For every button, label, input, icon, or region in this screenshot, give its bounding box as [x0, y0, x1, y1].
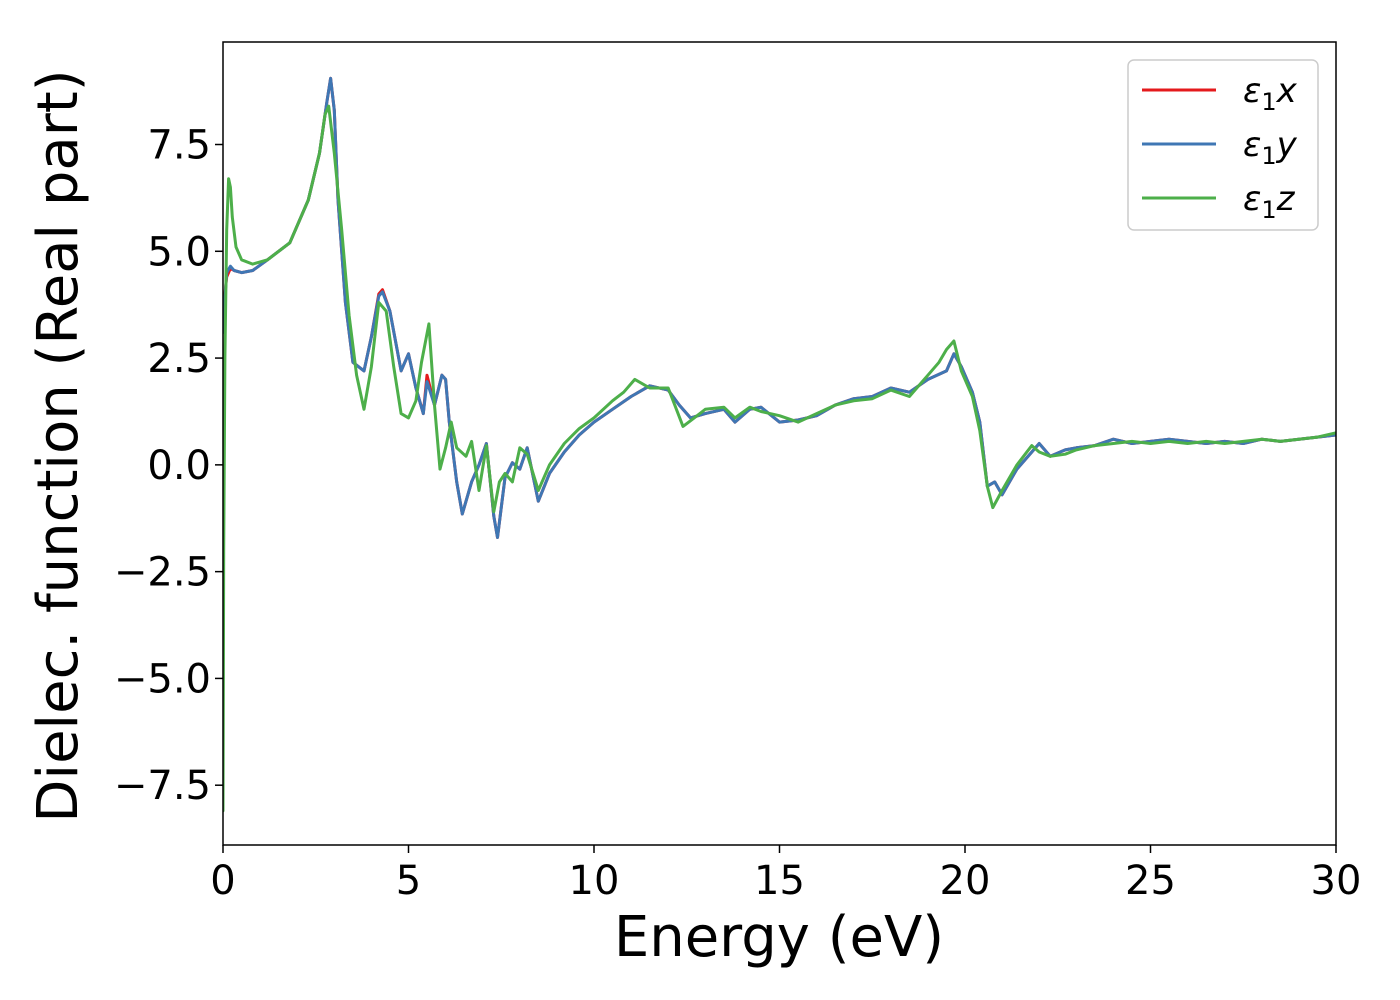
x-tick-label: 15: [754, 858, 805, 904]
x-tick-label: 30: [1311, 858, 1362, 904]
x-axis-label: Energy (eV): [614, 905, 944, 970]
y-tick-label: 0.0: [147, 443, 211, 489]
legend-label-x: ε1x: [1243, 71, 1298, 116]
y-tick-label: −5.0: [114, 656, 211, 702]
legend-label-z: ε1z: [1243, 179, 1296, 224]
x-axis: 0 5 10 15 20 25 30: [210, 845, 1361, 904]
x-tick-label: 25: [1125, 858, 1176, 904]
x-tick-label: 0: [210, 858, 235, 904]
x-tick-label: 20: [940, 858, 991, 904]
legend-box: [1127, 59, 1319, 231]
y-tick-label: −2.5: [114, 550, 211, 596]
y-tick-label: −7.5: [114, 763, 211, 809]
legend-label-y: ε1y: [1243, 125, 1298, 170]
y-axis-label: Dielec. function (Real part): [26, 69, 91, 822]
y-axis: −7.5 −5.0 −2.5 0.0 2.5 5.0 7.5: [114, 123, 223, 809]
y-tick-label: 7.5: [147, 123, 211, 169]
x-tick-label: 10: [569, 858, 620, 904]
x-tick-label: 5: [396, 858, 421, 904]
legend: ε1x ε1y ε1z: [1127, 59, 1319, 231]
series-layer: [223, 76, 1336, 813]
y-tick-label: 2.5: [147, 336, 211, 382]
y-tick-label: 5.0: [147, 229, 211, 275]
series-line-z: [223, 104, 1336, 813]
